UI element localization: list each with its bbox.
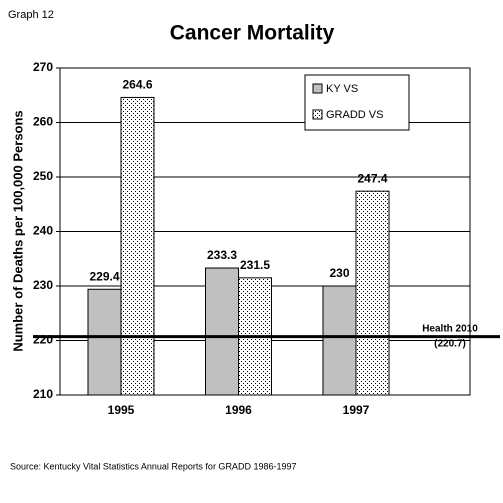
y-tick-label: 250 — [33, 169, 53, 183]
y-axis-label: Number of Deaths per 100,000 Persons — [10, 110, 25, 351]
chart-title: Cancer Mortality — [170, 22, 335, 45]
reference-label: Health 2010 — [422, 323, 478, 334]
legend-label: GRADD VS — [326, 109, 383, 121]
y-tick-label: 270 — [33, 60, 53, 74]
value-label: 231.5 — [240, 258, 270, 272]
value-label: 264.6 — [122, 78, 152, 92]
legend-swatch — [312, 109, 323, 120]
legend-label: KY VS — [326, 83, 358, 95]
x-tick-label: 1997 — [343, 403, 370, 417]
bar — [355, 190, 390, 396]
reference-value-label: (220.7) — [434, 338, 466, 349]
value-label: 247.4 — [357, 171, 387, 185]
bar — [87, 288, 122, 396]
corner-label: Graph 12 — [8, 9, 54, 21]
y-tick-label: 260 — [33, 115, 53, 129]
x-tick-label: 1996 — [225, 403, 252, 417]
bar — [120, 96, 155, 396]
bar — [322, 285, 357, 396]
y-tick-label: 210 — [33, 387, 53, 401]
y-tick-label: 220 — [33, 333, 53, 347]
y-tick-label: 230 — [33, 278, 53, 292]
source: Source: Kentucky Vital Statistics Annual… — [10, 461, 296, 471]
bar — [205, 267, 239, 396]
value-label: 233.3 — [207, 248, 237, 262]
y-tick-label: 240 — [33, 224, 53, 238]
value-label: 230 — [329, 266, 349, 280]
x-tick-label: 1995 — [108, 403, 135, 417]
value-label: 229.4 — [89, 269, 119, 283]
legend-swatch — [312, 83, 323, 94]
